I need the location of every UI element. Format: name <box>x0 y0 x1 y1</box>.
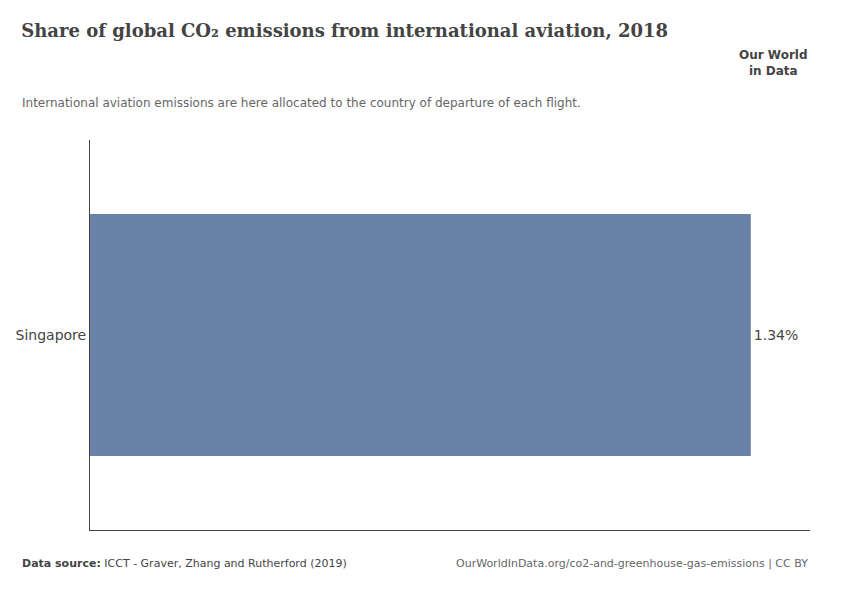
svg-text:Share of global CO₂ emissions: Share of global CO₂ emissions from inter… <box>21 20 668 41</box>
svg-text:OurWorldInData.org/co2-and-gre: OurWorldInData.org/co2-and-greenhouse-ga… <box>456 557 808 570</box>
svg-text:Singapore: Singapore <box>16 327 87 343</box>
svg-text:1.34%: 1.34% <box>754 327 798 343</box>
svg-text:Our Worldin Data: Our Worldin Data <box>739 48 808 78</box>
svg-text:Data source: ICCT - Graver, Zh: Data source: ICCT - Graver, Zhang and Ru… <box>22 557 347 570</box>
svg-text:International aviation emissio: International aviation emissions are her… <box>22 96 581 110</box>
